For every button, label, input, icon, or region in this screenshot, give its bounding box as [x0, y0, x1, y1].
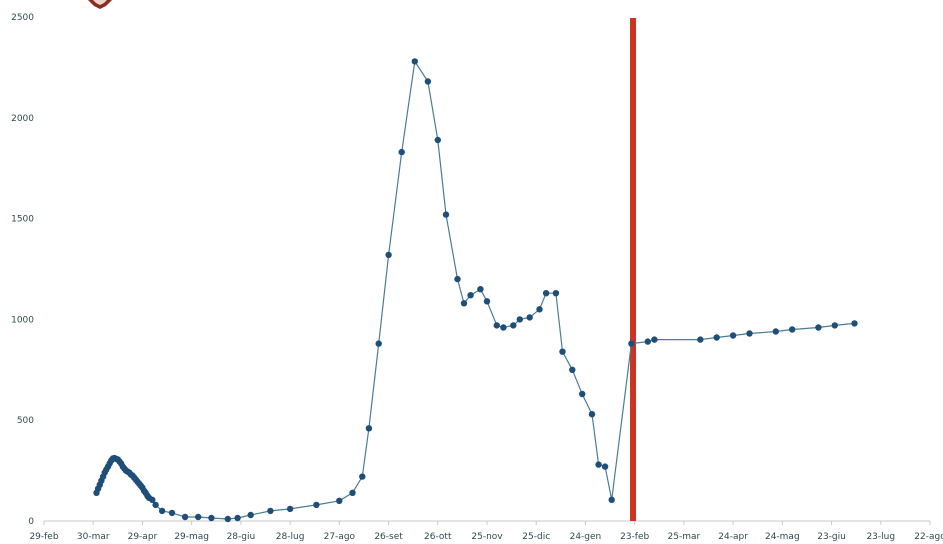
data-point: [224, 515, 231, 523]
x-tick-label: 29-apr: [128, 532, 158, 542]
y-tick-label: 2500: [11, 13, 34, 23]
y-tick-label: 1500: [11, 215, 34, 225]
series-line: [95, 59, 855, 520]
y-tick-label: 500: [17, 416, 34, 426]
data-point: [398, 148, 405, 156]
x-tick-label: 28-lug: [276, 532, 305, 542]
data-point: [644, 338, 651, 345]
data-point: [247, 511, 254, 519]
data-point: [729, 332, 737, 339]
data-point: [158, 507, 166, 515]
data-point: [500, 324, 507, 331]
x-tick-label: 24-gen: [570, 532, 602, 542]
x-tick-label: 29-mag: [174, 532, 209, 542]
data-point: [608, 496, 615, 503]
x-tick-label: 25-mar: [668, 532, 701, 542]
data-point: [651, 336, 658, 343]
data-point: [411, 58, 418, 65]
data-point: [815, 324, 822, 331]
data-point: [579, 390, 586, 398]
y-tick-label: 0: [28, 517, 34, 527]
data-point: [831, 322, 838, 329]
x-tick-label: 29-feb: [29, 532, 58, 542]
logo-fragment: [88, 0, 112, 9]
data-point: [588, 411, 596, 418]
data-point: [559, 348, 566, 355]
x-tick-label: 26-ott: [424, 532, 452, 542]
data-point: [234, 514, 241, 522]
data-point: [628, 340, 635, 347]
reference-line: [630, 18, 637, 521]
data-point: [313, 501, 320, 509]
data-point: [772, 328, 779, 335]
data-point: [713, 334, 720, 341]
data-point: [477, 286, 484, 293]
data-point: [516, 316, 523, 323]
y-axis-ticks: 0 500 1000 1500 2000 2500: [11, 13, 34, 527]
x-tick-label: 25-nov: [471, 532, 503, 542]
data-point: [208, 514, 215, 522]
data-point: [552, 290, 560, 297]
x-tick-label: 28-giu: [227, 532, 256, 542]
x-tick-label: 27-ago: [324, 532, 356, 542]
data-point: [467, 292, 474, 299]
data-point: [442, 211, 450, 218]
x-tick-label: 25-dic: [522, 532, 550, 542]
data-point: [168, 509, 176, 517]
data-point: [510, 322, 517, 329]
data-point: [385, 251, 392, 259]
data-point: [181, 513, 189, 521]
data-point: [746, 330, 753, 337]
data-point: [697, 336, 704, 343]
data-point: [152, 501, 159, 509]
data-point: [569, 366, 576, 373]
data-point: [789, 326, 796, 333]
y-tick-label: 2000: [11, 114, 34, 124]
x-tick-label: 24-mag: [765, 532, 800, 542]
data-point: [336, 497, 343, 504]
data-point: [149, 496, 156, 503]
reference-line-group: [630, 18, 637, 521]
data-point: [493, 322, 500, 329]
x-tick-label: 24-apr: [718, 532, 748, 542]
data-point: [349, 489, 356, 496]
data-point: [454, 275, 461, 283]
x-tick-label: 26-set: [374, 532, 403, 542]
x-tick-label: 23-giu: [817, 532, 846, 542]
data-point: [483, 298, 491, 305]
x-tick-label: 30-mar: [77, 532, 110, 542]
data-point: [595, 461, 602, 468]
data-point: [542, 290, 550, 297]
x-tick-label: 23-feb: [620, 532, 649, 542]
data-point: [424, 78, 432, 85]
data-point: [365, 425, 373, 432]
data-point: [460, 300, 468, 307]
data-point: [359, 473, 366, 480]
series-group: [93, 58, 858, 523]
y-tick-label: 1000: [11, 315, 34, 325]
x-tick-label: 22-ago: [914, 532, 943, 542]
data-point: [434, 136, 441, 144]
data-point: [601, 463, 609, 470]
data-point: [851, 320, 858, 327]
data-point: [195, 513, 202, 521]
data-point: [536, 306, 543, 313]
x-tick-label: 23-lug: [866, 532, 895, 542]
data-point: [286, 505, 294, 513]
x-axis-ticks: 29-feb 30-mar 29-apr 29-mag 28-giu 28-lug 27-a…: [29, 521, 943, 542]
data-point: [375, 340, 382, 347]
data-point: [526, 314, 533, 321]
data-point: [267, 507, 274, 515]
